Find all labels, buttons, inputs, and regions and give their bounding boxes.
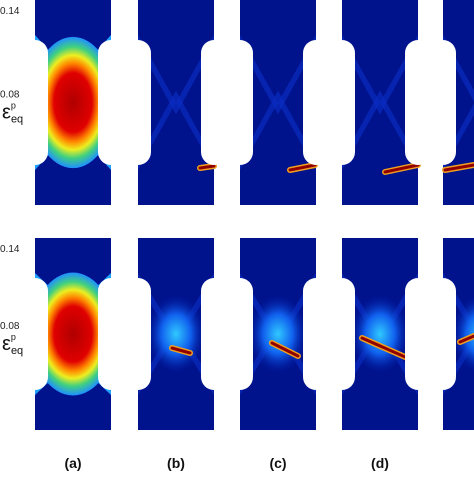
panel-label: (b) <box>167 455 185 471</box>
scale-mid-label: 0.08 <box>0 321 20 332</box>
notch <box>201 40 227 165</box>
crack-core <box>458 334 474 344</box>
notch <box>125 278 151 390</box>
notch <box>405 40 431 165</box>
specimen <box>240 238 316 430</box>
scale-mid-label: 0.08 <box>0 90 20 101</box>
variable-symbol: ε <box>2 333 11 355</box>
notch <box>98 40 124 165</box>
strain-glow <box>451 295 474 373</box>
strain-glow <box>248 294 308 374</box>
strain-hotspot <box>31 36 115 169</box>
crack-core <box>198 164 216 170</box>
notch <box>125 40 151 165</box>
panel-label: (c) <box>269 455 286 471</box>
variable-label: εp eq <box>2 332 23 357</box>
notch <box>405 278 431 390</box>
strain-hotspot <box>31 272 115 396</box>
crack-core <box>360 336 414 362</box>
notch <box>303 40 329 165</box>
notch <box>227 278 253 390</box>
scale-max-label: 0.14 <box>0 244 20 255</box>
panel-label: (d) <box>371 455 389 471</box>
crack-core <box>288 163 317 172</box>
variable-superscript: p <box>11 332 16 342</box>
panel-label: (a) <box>64 455 81 471</box>
variable-subscript: eq <box>11 114 23 126</box>
strain-glow <box>146 294 206 374</box>
variable-label: εp eq <box>2 101 23 126</box>
variable-subscript: eq <box>11 345 23 357</box>
notch <box>22 40 48 165</box>
notch <box>430 40 456 165</box>
crack-core <box>270 341 300 358</box>
crack-core <box>170 346 192 355</box>
notch <box>329 40 355 165</box>
scale-max-label: 0.14 <box>0 6 20 17</box>
notch <box>303 278 329 390</box>
notch <box>22 278 48 390</box>
strain-glow <box>350 294 410 374</box>
notch <box>227 40 253 165</box>
notch <box>430 278 456 390</box>
notch <box>98 278 124 390</box>
variable-superscript: p <box>11 101 16 111</box>
variable-symbol: ε <box>2 102 11 124</box>
notch <box>201 278 227 390</box>
notch <box>329 278 355 390</box>
crack-core <box>383 163 420 174</box>
crack-core <box>443 163 474 172</box>
